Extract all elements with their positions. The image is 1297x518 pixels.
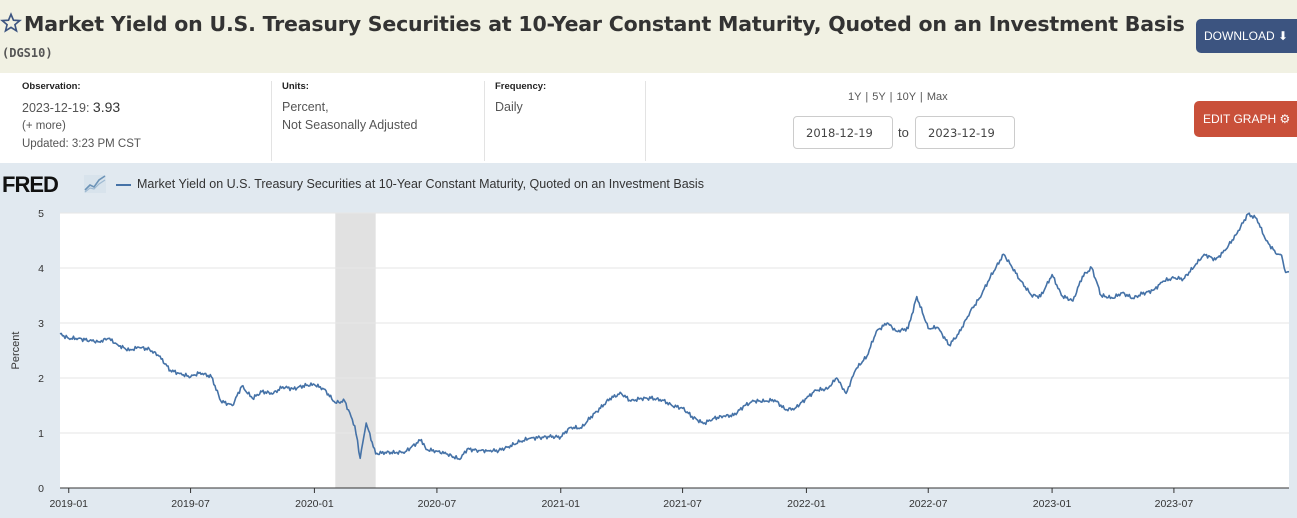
y-tick-label: 5 — [38, 208, 44, 220]
observation-line: 2023-12-19: 3.93 — [22, 98, 141, 117]
recession-shading — [335, 213, 376, 488]
download-icon: ⬇ — [1278, 29, 1289, 43]
series-line — [59, 212, 1290, 461]
updated-time: Updated: 3:23 PM CST — [22, 138, 141, 150]
frequency-label: Frequency: — [495, 81, 547, 92]
observation-value: 3.93 — [92, 99, 121, 115]
observation-date: 2023-12-19: — [22, 101, 90, 115]
start-date-input[interactable]: 2018-12-19 — [793, 116, 893, 149]
x-tick-label: 2020-01 — [295, 498, 334, 510]
download-button[interactable]: DOWNLOAD ⬇ — [1196, 19, 1297, 53]
series-header: Market Yield on U.S. Treasury Securities… — [0, 0, 1297, 73]
range-links: 1Y | 5Y | 10Y | Max — [848, 91, 948, 103]
fred-logo: FRED — [2, 172, 59, 197]
x-tick-label: 2019-01 — [49, 498, 88, 510]
star-icon[interactable] — [0, 12, 22, 34]
gear-icon: ⚙ — [1279, 112, 1291, 126]
y-axis-label: Percent — [10, 332, 22, 370]
divider — [484, 81, 485, 161]
download-label: DOWNLOAD — [1204, 29, 1275, 43]
more-link[interactable]: (+ more) — [22, 120, 66, 132]
edit-graph-label: EDIT GRAPH — [1203, 112, 1277, 126]
y-tick-label: 0 — [38, 483, 44, 495]
series-metadata: Observation: 2023-12-19: 3.93 (+ more) U… — [0, 73, 1297, 163]
y-tick-label: 1 — [38, 428, 44, 440]
legend-swatch — [116, 183, 131, 186]
x-tick-label: 2020-07 — [418, 498, 457, 510]
x-tick-label: 2019-07 — [171, 498, 210, 510]
units-block: Units: Percent, Not Seasonally Adjusted — [282, 81, 418, 163]
range-link-5y[interactable]: 5Y — [872, 91, 886, 103]
chart-area: FRED Market Yield on U.S. Treasury Secur… — [0, 163, 1297, 518]
divider — [645, 81, 646, 161]
to-label: to — [898, 125, 909, 140]
observation-block: Observation: 2023-12-19: 3.93 (+ more) U… — [22, 81, 141, 163]
page-title: Market Yield on U.S. Treasury Securities… — [24, 12, 1185, 36]
y-tick-label: 2 — [38, 373, 44, 385]
chart-legend: Market Yield on U.S. Treasury Securities… — [116, 177, 704, 191]
frequency-block: Frequency: Daily — [495, 81, 546, 163]
frequency-value: Daily — [495, 100, 523, 114]
edit-graph-button[interactable]: EDIT GRAPH ⚙ — [1194, 101, 1297, 137]
range-link-10y[interactable]: 10Y — [896, 91, 916, 103]
x-tick-label: 2022-01 — [787, 498, 826, 510]
range-link-1y[interactable]: 1Y — [848, 91, 862, 103]
legend-label: Market Yield on U.S. Treasury Securities… — [137, 177, 704, 191]
units-line-2: Not Seasonally Adjusted — [282, 118, 418, 132]
units-label: Units: — [282, 81, 309, 92]
x-tick-label: 2021-07 — [663, 498, 702, 510]
range-link-max[interactable]: Max — [926, 91, 948, 103]
y-tick-label: 3 — [38, 318, 44, 330]
fred-sparkline-icon — [84, 175, 106, 193]
y-tick-label: 4 — [38, 263, 44, 275]
units-line-1: Percent, — [282, 100, 329, 114]
x-tick-label: 2023-01 — [1033, 498, 1072, 510]
end-date-input[interactable]: 2023-12-19 — [915, 116, 1015, 149]
series-id: (DGS10) — [2, 46, 53, 60]
chart-canvas[interactable]: 0 1 2 3 4 5 Percent 2019-01 2019-07 2020-01 2020-0… — [0, 163, 1297, 518]
x-tick-label: 2022-07 — [909, 498, 948, 510]
x-tick-label: 2021-01 — [541, 498, 580, 510]
observation-label: Observation: — [22, 81, 81, 92]
plot-background — [60, 213, 1289, 488]
x-tick-label: 2023-07 — [1155, 498, 1194, 510]
divider — [271, 81, 272, 161]
